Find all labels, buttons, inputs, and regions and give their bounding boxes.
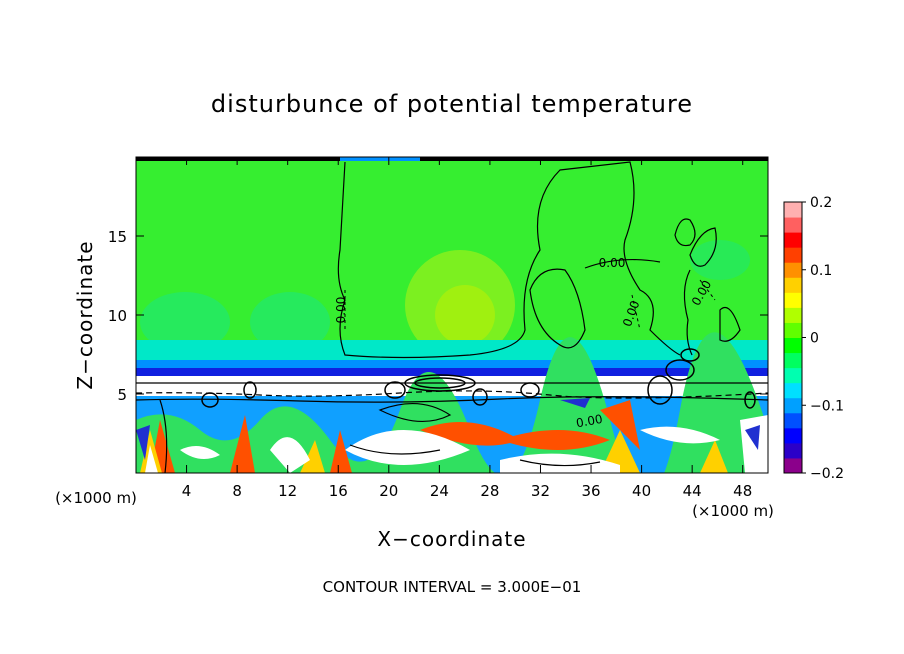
x-unit-right: (×1000 m) [692,502,774,520]
y-axis: 5 10 15 [108,228,768,404]
contour-cluster [384,381,406,399]
contour-cluster [404,374,476,392]
colorbar-swatch [784,352,802,369]
contour-clusters [201,348,756,409]
contour-cluster [680,348,700,362]
contour-line [689,227,717,267]
x-tick-label: 28 [480,482,499,500]
contour-line [378,402,452,423]
colorbar-swatch [784,442,802,459]
contour-line [719,306,741,342]
colorbar-swatch [784,277,802,293]
colorbar-swatch [784,322,802,338]
lower-red-patches [150,400,640,473]
colorbar-swatch [784,292,802,308]
x-tick-label: 44 [683,482,702,500]
top-blue-strip [340,157,420,161]
lower-yellow-patches [140,430,728,473]
x-axis-label: X−coordinate [377,527,526,551]
white-band [136,376,768,396]
contour-cluster [647,375,673,405]
contour-cluster [520,382,540,398]
colorbar-swatch [784,367,802,384]
contour-dashes [344,279,716,331]
x-unit-left: (×1000 m) [55,489,137,507]
contour-lines [136,161,768,473]
x-tick-label: 12 [278,482,297,500]
contour-line [519,459,601,467]
colorbar-tick-label: 0.1 [810,263,832,279]
weak-negative-anomaly [690,240,750,280]
y-axis-label: Z−coordinate [73,240,97,389]
weak-negative-anomaly [250,292,330,352]
x-tick-label: 4 [182,482,192,500]
contour-line [136,390,768,399]
dashed-contour [699,279,716,301]
contour-cluster [744,391,756,409]
lower-white-patches [145,415,768,473]
colorbar-swatch [784,382,802,399]
colorbar-tick-label: −0.1 [810,398,844,414]
contour-cluster [243,381,257,399]
y-tick-label: 5 [117,386,127,404]
colorbar-swatch [784,427,802,444]
x-tick-label: 40 [632,482,651,500]
colorbar-swatch [784,232,802,248]
colorbar-swatch [784,397,802,414]
contour-label: 0.00 [334,297,348,324]
contour-line [159,399,168,473]
x-tick-label: 16 [329,482,348,500]
x-tick-label: 32 [531,482,550,500]
weak-negative-anomaly [140,292,230,352]
contour-interval-note: CONTOUR INTERVAL = 3.000E−01 [323,578,582,596]
blue-band [136,360,768,370]
lower-green-patches [136,332,768,473]
x-tick-label: 24 [430,482,449,500]
colorbar-swatch [784,217,802,233]
contour-cluster [414,377,466,389]
x-tick-label: 20 [379,482,398,500]
positive-anomaly-core [435,285,495,345]
colorbar: 0.2 0.1 0 −0.1 −0.2 [783,195,844,482]
colorbar-tick-label: −0.2 [810,466,844,482]
contour-line [337,161,681,359]
contour-line [529,268,586,349]
colorbar-swatch [784,202,802,218]
contour-cluster [665,359,695,381]
contour-cluster [472,388,488,406]
x-tick-label: 48 [733,482,752,500]
colorbar-swatch [784,412,802,429]
y-tick-label: 10 [108,307,127,325]
colorbar-swatch [784,457,802,474]
colorbar-swatch [784,247,802,263]
colorbar-swatch [784,262,802,278]
colorbar-tick-label: 0.2 [810,195,832,211]
chart-title: disturbunce of potential temperature [211,90,693,118]
plot-area: 0.000.000.00 0.000.00 [136,157,768,473]
contour-label: 0.00 [575,412,604,430]
contour-line [136,396,768,403]
contour-line [584,258,661,269]
colorbar-tick-label: 0 [810,331,819,347]
contour-line [674,218,696,247]
y-tick-label: 15 [108,228,127,246]
x-axis: 4 8 12 16 20 24 28 32 36 40 44 48 [182,157,752,500]
dark-blue-band [136,368,768,376]
x-tick-label: 36 [581,482,600,500]
x-tick-label: 8 [232,482,242,500]
contour-cluster [201,392,219,408]
contour-label: 0.00 [599,256,626,270]
contour-line [349,444,441,455]
colorbar-swatch [784,337,802,354]
contour-line [683,269,693,356]
top-strip [136,157,768,161]
colorbar-swatch [784,307,802,323]
